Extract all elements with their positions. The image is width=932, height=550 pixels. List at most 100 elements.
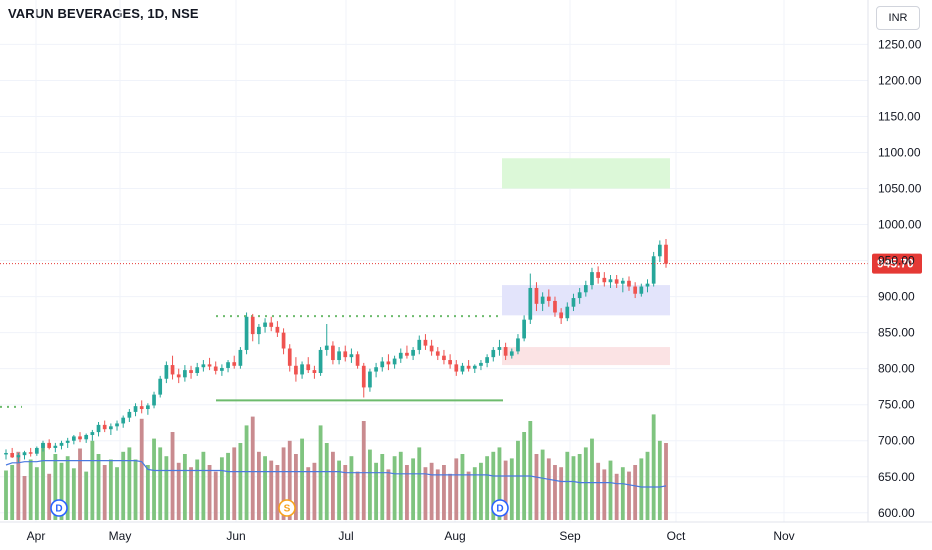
- volume-bar: [53, 454, 58, 520]
- candle: [281, 328, 286, 355]
- candle-body: [195, 367, 200, 373]
- volume-bar: [620, 467, 625, 520]
- volume-bar: [417, 447, 422, 520]
- candle: [4, 449, 8, 460]
- candle: [503, 342, 508, 361]
- split-marker[interactable]: S: [278, 499, 296, 517]
- volume-bar: [47, 473, 52, 520]
- volume-bar: [250, 416, 255, 520]
- candle-body: [34, 447, 39, 454]
- candle: [324, 324, 329, 356]
- volume-bar: [534, 454, 539, 520]
- volume-bar: [608, 460, 613, 520]
- dividend-marker[interactable]: D: [50, 499, 68, 517]
- volume-bar: [355, 471, 360, 520]
- volume-bar: [164, 456, 169, 520]
- candle-body: [127, 411, 132, 418]
- volume-bar: [152, 438, 156, 520]
- y-tick-label: 900.00: [878, 290, 915, 304]
- volume-bar: [182, 454, 187, 520]
- candle: [195, 362, 200, 376]
- candle: [522, 315, 526, 342]
- volume-bar: [343, 465, 348, 520]
- candle-body: [220, 367, 224, 371]
- volume-bar: [269, 460, 274, 520]
- volume-bar: [71, 468, 76, 520]
- volume-bar: [645, 451, 650, 520]
- candle: [269, 316, 274, 332]
- volume-bar: [380, 454, 385, 520]
- dividend-marker[interactable]: D: [491, 499, 509, 517]
- candle-body: [627, 280, 631, 287]
- volume-bar: [435, 469, 440, 520]
- candle: [28, 447, 33, 457]
- candle-body: [312, 370, 317, 373]
- y-tick-label: 1200.00: [878, 73, 922, 87]
- volume-bar: [244, 425, 249, 520]
- candle-body: [522, 319, 526, 339]
- candle: [534, 282, 539, 312]
- y-tick-label: 1250.00: [878, 37, 922, 51]
- candle-body: [374, 367, 378, 372]
- candle: [96, 422, 101, 437]
- chart-title: VARUN BEVERAGES, 1D, NSE: [8, 6, 199, 21]
- volume-bar: [392, 456, 397, 520]
- volume-bar: [238, 443, 243, 520]
- candle: [627, 276, 631, 291]
- volume-bar: [34, 467, 39, 520]
- candle-body: [102, 424, 107, 430]
- candle-body: [614, 279, 619, 284]
- volume-bar: [559, 467, 564, 520]
- candle-body: [423, 339, 428, 346]
- candle-body: [16, 455, 21, 458]
- volume-bar: [639, 458, 644, 520]
- candle-body: [368, 371, 372, 388]
- candle-body: [583, 285, 588, 293]
- candle: [133, 403, 138, 417]
- candle-body: [10, 452, 15, 458]
- price-axis[interactable]: 1250.00 1200.00 1150.00 1100.00 1050.00 1000.…: [0, 0, 932, 523]
- candle-body: [115, 423, 119, 427]
- candle: [577, 287, 582, 304]
- candle: [460, 362, 465, 375]
- time-axis[interactable]: Apr May Jun Jul Aug Sep Oct Nov: [27, 529, 795, 543]
- x-tick-label: Apr: [27, 529, 46, 543]
- volume-bar: [84, 471, 89, 520]
- candle-body: [201, 364, 206, 368]
- price-candles: [4, 238, 668, 463]
- y-tick-label: 1100.00: [878, 146, 921, 160]
- currency-selector[interactable]: INR: [876, 6, 920, 30]
- volume-bars: [4, 414, 668, 520]
- volume-bar: [460, 454, 465, 520]
- candle: [318, 347, 323, 376]
- volume-bar: [651, 414, 656, 520]
- support-resistance-lines: [0, 315, 503, 408]
- candle: [645, 279, 650, 293]
- candle-body: [281, 332, 286, 349]
- candle: [479, 360, 483, 371]
- volume-bar: [590, 438, 594, 520]
- volume-bar: [232, 447, 237, 520]
- candle-body: [392, 358, 397, 365]
- candle-body: [559, 312, 563, 319]
- candle: [294, 357, 298, 382]
- candle-body: [380, 361, 385, 368]
- candle: [349, 348, 354, 363]
- x-tick-label: Aug: [444, 529, 465, 543]
- volume-bar: [306, 467, 311, 520]
- candle-body: [207, 364, 212, 367]
- volume-bar: [10, 465, 15, 520]
- trade-zones: [502, 158, 670, 366]
- marker-label: S: [284, 504, 291, 515]
- candle-body: [479, 362, 483, 366]
- candle-body: [608, 279, 613, 283]
- volume-bar: [386, 469, 391, 520]
- volume-bar: [442, 465, 446, 520]
- candle-body: [429, 345, 434, 352]
- candle: [226, 360, 230, 373]
- volume-bar: [145, 465, 150, 520]
- y-tick-label: 750.00: [878, 398, 915, 412]
- volume-bar: [546, 458, 551, 520]
